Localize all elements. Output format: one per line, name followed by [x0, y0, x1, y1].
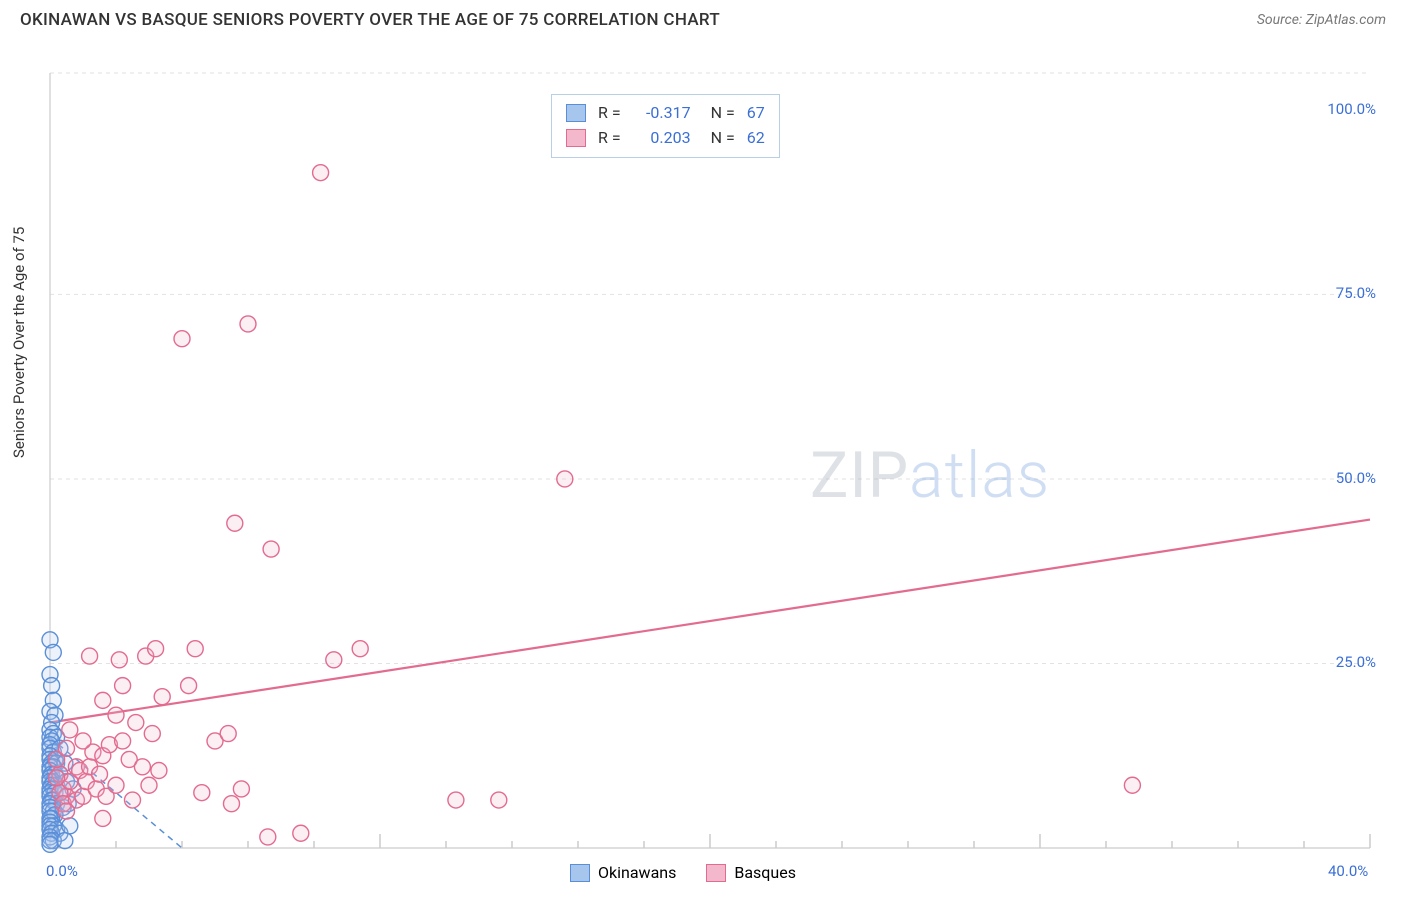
data-point: [111, 652, 127, 668]
data-point: [557, 471, 573, 487]
data-point: [220, 726, 236, 742]
chart-header: OKINAWAN VS BASQUE SENIORS POVERTY OVER …: [0, 0, 1406, 38]
data-point: [233, 781, 249, 797]
data-point: [95, 692, 111, 708]
data-point: [260, 829, 276, 845]
data-point: [92, 766, 108, 782]
data-point: [125, 792, 141, 808]
data-point: [59, 740, 75, 756]
data-point: [144, 726, 160, 742]
data-point: [115, 733, 131, 749]
stat-r-value: -0.317: [633, 101, 691, 126]
data-point: [181, 678, 197, 694]
trend-line-basques: [50, 520, 1370, 723]
data-point: [240, 316, 256, 332]
data-point: [42, 836, 58, 852]
data-point: [95, 810, 111, 826]
data-point: [154, 689, 170, 705]
data-point: [448, 792, 464, 808]
data-point: [59, 803, 75, 819]
data-point: [174, 331, 190, 347]
stat-r-label: R =: [598, 126, 621, 151]
data-point: [62, 722, 78, 738]
data-point: [352, 641, 368, 657]
chart-title: OKINAWAN VS BASQUE SENIORS POVERTY OVER …: [20, 10, 720, 30]
legend-swatch: [706, 864, 726, 882]
x-legend: Okinawans Basques: [570, 863, 796, 882]
stat-r-label: R =: [598, 101, 621, 126]
data-point: [1124, 777, 1140, 793]
data-point: [45, 644, 61, 660]
x-tick-label: 0.0%: [46, 862, 78, 880]
data-point: [75, 733, 91, 749]
stat-r-value: 0.203: [633, 126, 691, 151]
legend-swatch: [570, 864, 590, 882]
chart-source: Source: ZipAtlas.com: [1257, 12, 1386, 28]
y-tick-label: 50.0%: [1336, 469, 1376, 487]
data-point: [44, 678, 60, 694]
data-point: [313, 165, 329, 181]
y-tick-label: 75.0%: [1336, 284, 1376, 302]
data-point: [151, 763, 167, 779]
data-point: [148, 641, 164, 657]
stats-row: R = -0.317 N = 67: [566, 101, 765, 126]
data-point: [263, 541, 279, 557]
x-tick-label: 40.0%: [1328, 862, 1368, 880]
scatter-plot: [0, 38, 1406, 898]
stats-row: R = 0.203 N = 62: [566, 126, 765, 151]
data-point: [49, 770, 65, 786]
data-point: [326, 652, 342, 668]
data-point: [82, 648, 98, 664]
series-swatch: [566, 104, 586, 122]
legend-label: Basques: [734, 863, 796, 882]
data-point: [108, 707, 124, 723]
data-point: [115, 678, 131, 694]
stat-n-label: N =: [711, 126, 735, 151]
data-point: [134, 759, 150, 775]
legend-label: Okinawans: [598, 863, 676, 882]
y-tick-label: 25.0%: [1336, 653, 1376, 671]
data-point: [194, 785, 210, 801]
data-point: [491, 792, 507, 808]
legend-item: Basques: [706, 863, 796, 882]
stat-n-value: 67: [747, 101, 765, 126]
legend-item: Okinawans: [570, 863, 676, 882]
data-point: [108, 777, 124, 793]
correlation-stats-box: R = -0.317 N = 67 R = 0.203 N = 62: [551, 94, 780, 158]
data-point: [62, 818, 78, 834]
data-point: [187, 641, 203, 657]
stat-n-value: 62: [747, 126, 765, 151]
data-point: [57, 833, 73, 849]
data-point: [224, 796, 240, 812]
stat-n-label: N =: [711, 101, 735, 126]
data-point: [128, 715, 144, 731]
data-point: [141, 777, 157, 793]
data-point: [293, 825, 309, 841]
data-point: [227, 515, 243, 531]
chart-area: Seniors Poverty Over the Age of 75 ZIPat…: [0, 38, 1406, 888]
series-swatch: [566, 129, 586, 147]
y-tick-label: 100.0%: [1327, 100, 1376, 118]
